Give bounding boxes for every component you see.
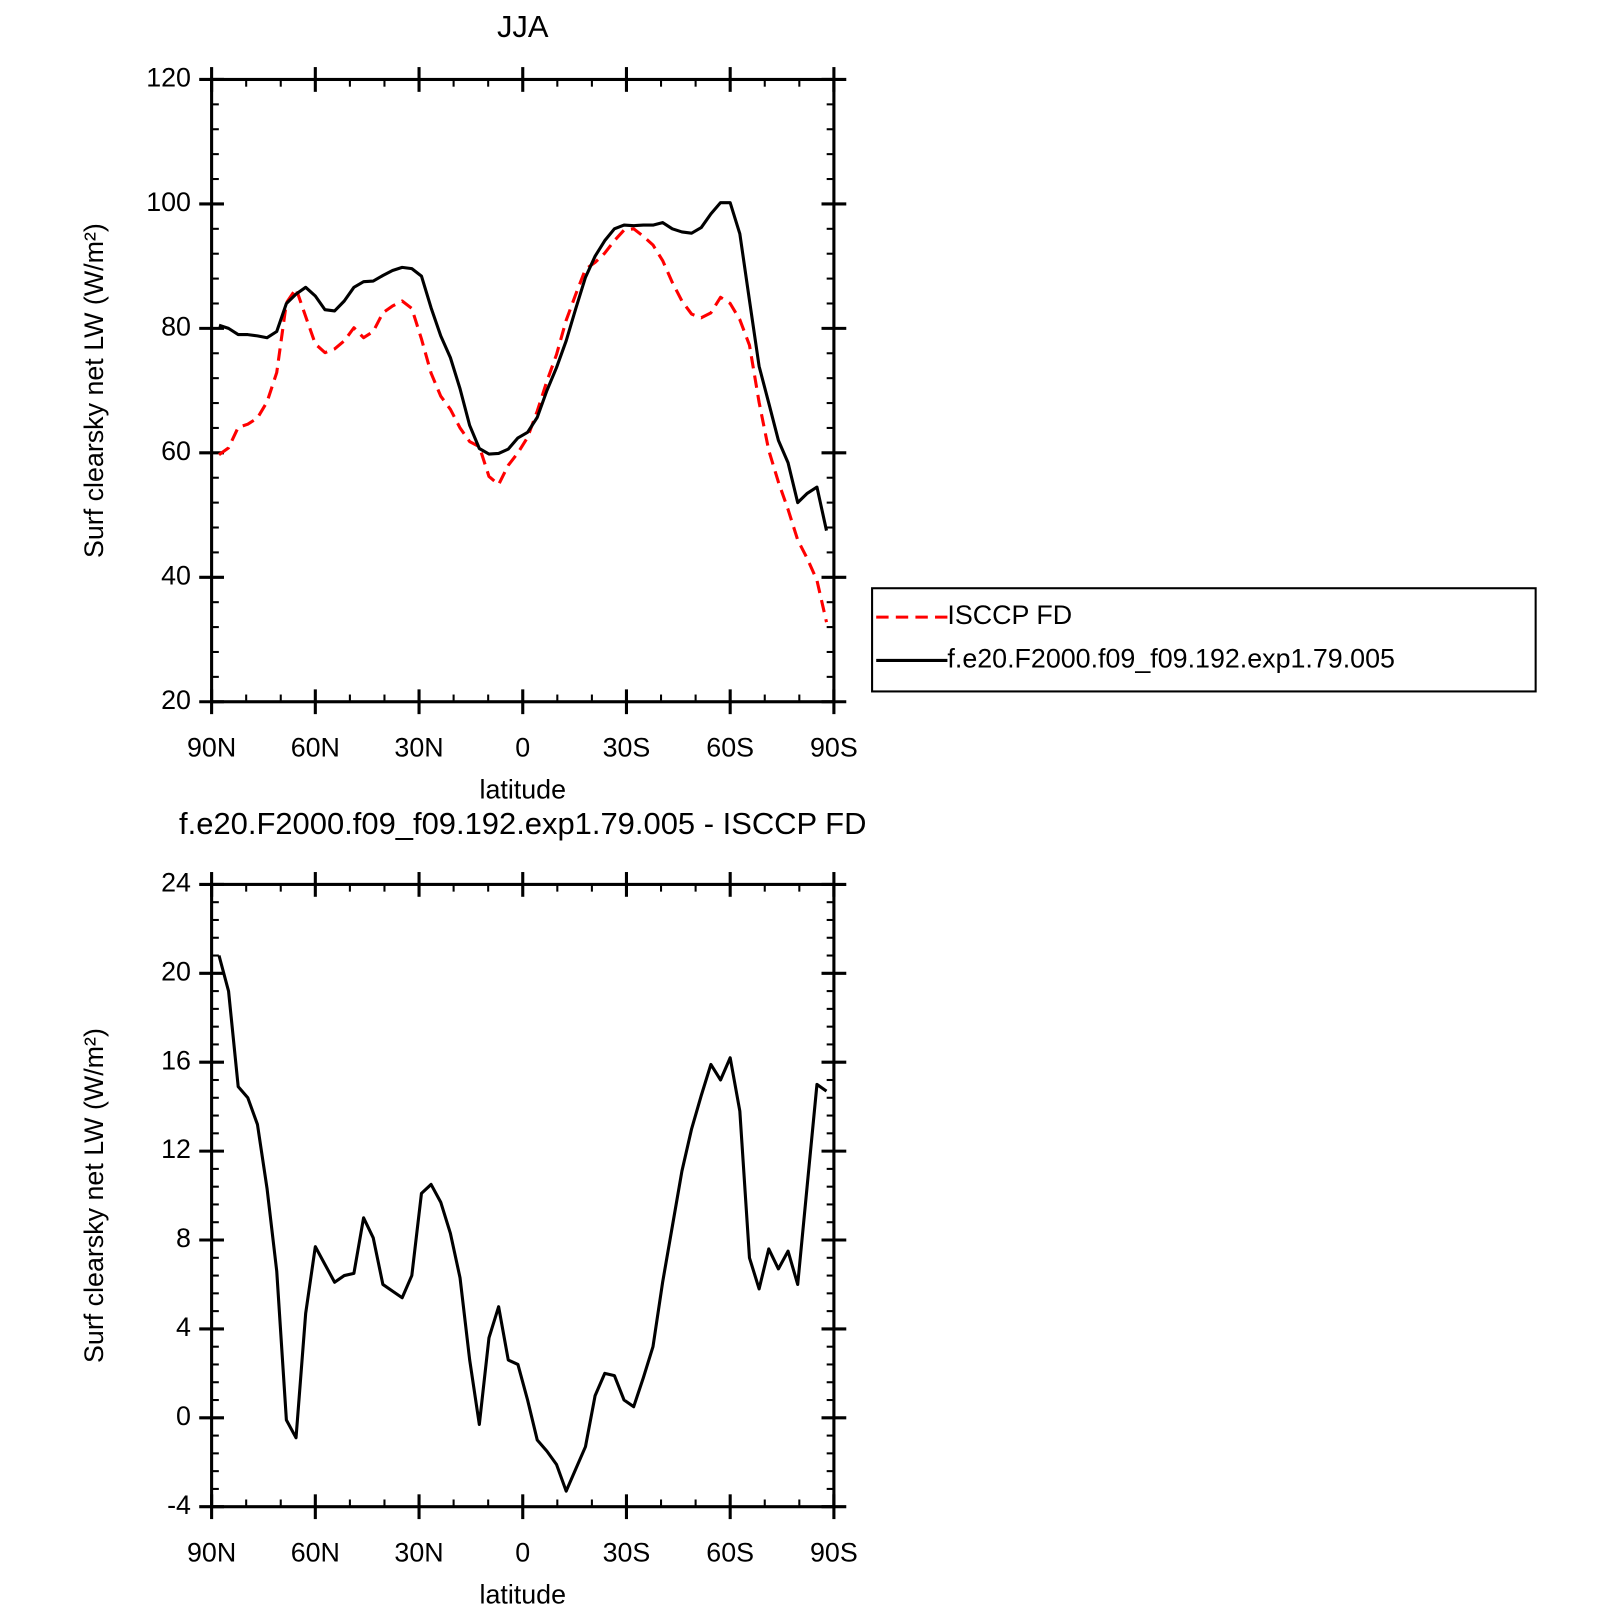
y-tick-label: 24 [161,868,191,898]
x-tick-label: 0 [515,1537,530,1567]
y-axis-label: Surf clearsky net LW (W/m²) [79,223,109,558]
plot-frame [210,77,836,704]
x-tick-label: 30S [603,732,651,762]
y-tick-label: 100 [146,187,191,217]
x-axis-label: latitude [479,1580,566,1610]
y-tick-label: 8 [176,1223,191,1253]
legend-box [871,587,1537,693]
y-tick-label: 16 [161,1045,191,1075]
y-tick-label: 80 [161,311,191,341]
y-axis-label: Surf clearsky net LW (W/m²) [79,1028,109,1363]
x-tick-label: 60N [291,1537,340,1567]
data-line [218,227,829,623]
legend-label: ISCCP FD [947,600,1072,630]
chart-title: JJA [497,9,549,44]
x-tick-label: 30N [394,732,443,762]
x-axis-label: latitude [479,775,566,805]
y-tick-label: 0 [176,1401,191,1431]
legend-label: f.e20.F2000.f09_f09.192.exp1.79.005 [947,644,1395,674]
x-tick-label: 90S [810,1537,858,1567]
y-tick-label: 120 [146,63,191,93]
y-tick-label: 40 [161,560,191,590]
data-line [217,955,828,1493]
data-line [218,201,829,531]
y-tick-label: 20 [161,685,191,715]
x-tick-label: 90N [187,732,236,762]
y-tick-label: 20 [161,956,191,986]
x-tick-label: 60S [706,1537,754,1567]
x-tick-label: 30S [603,1537,651,1567]
x-tick-label: 90N [187,1537,236,1567]
chart-title: f.e20.F2000.f09_f09.192.exp1.79.005 - IS… [179,806,866,841]
y-tick-label: 12 [161,1134,191,1164]
y-tick-label: -4 [167,1490,191,1520]
x-tick-label: 90S [810,732,858,762]
plot-frame [210,882,836,1509]
x-tick-label: 30N [394,1537,443,1567]
x-tick-label: 60S [706,732,754,762]
y-tick-label: 4 [176,1312,191,1342]
x-tick-label: 60N [291,732,340,762]
x-tick-label: 0 [515,732,530,762]
y-tick-label: 60 [161,436,191,466]
